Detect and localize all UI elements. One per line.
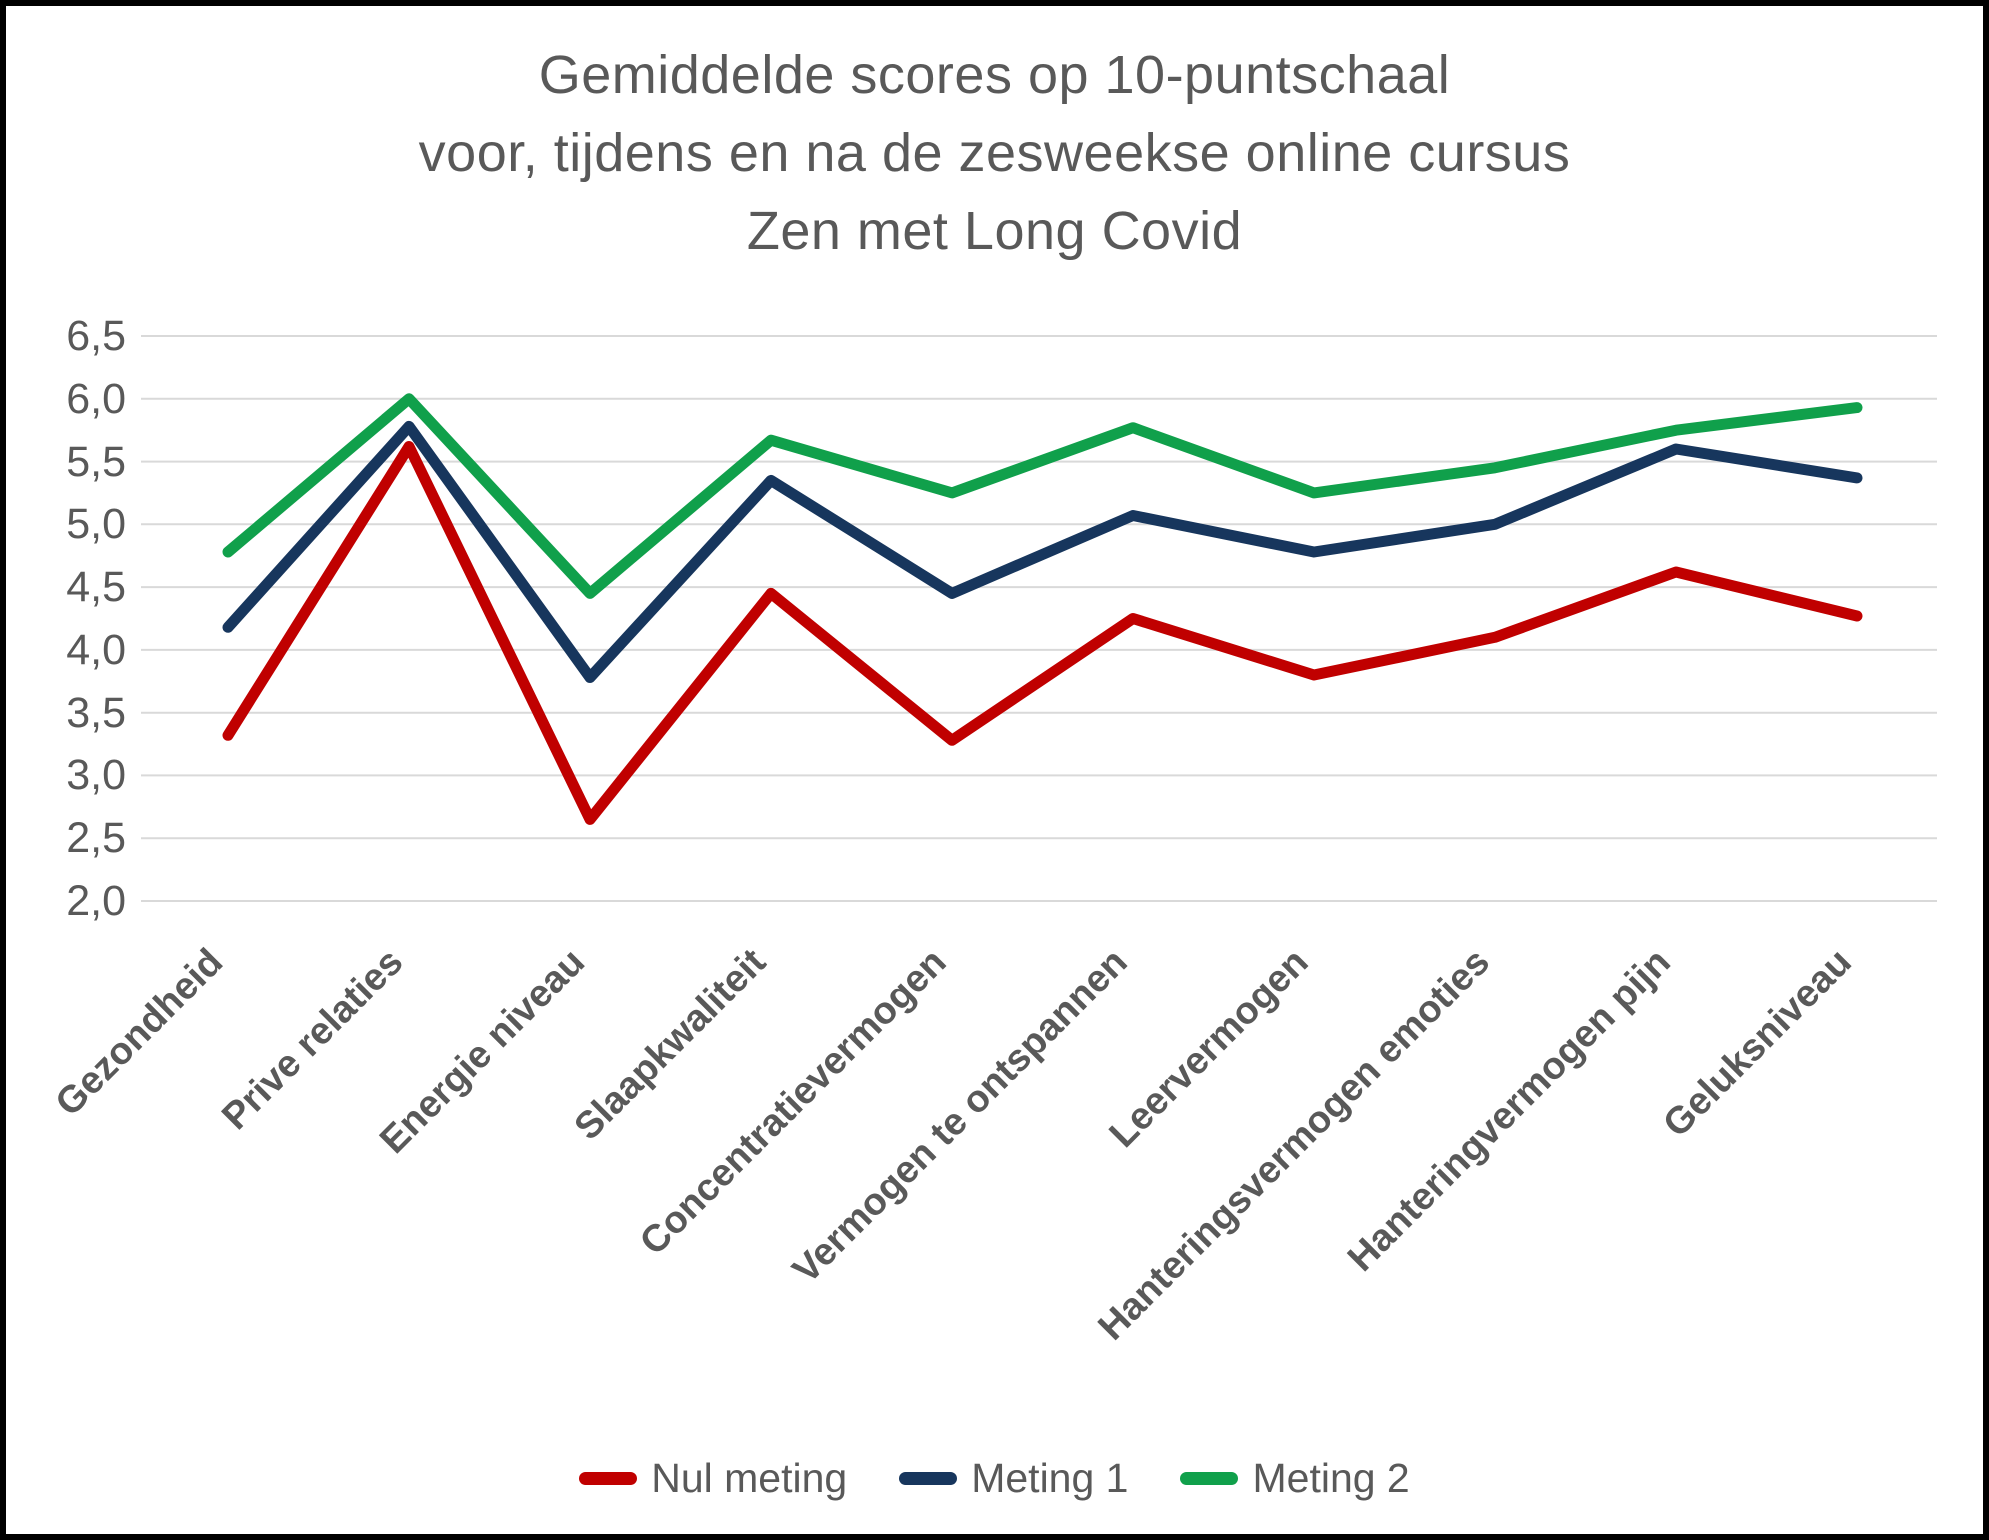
series-line-meting-2 [222, 393, 1863, 599]
legend-swatch-meting-2 [1180, 1471, 1239, 1485]
y-axis-tick-label: 4,0 [66, 625, 126, 674]
legend-item-nul-meting: Nul meting [579, 1454, 847, 1502]
legend-label-meting-2: Meting 2 [1252, 1455, 1410, 1501]
series-line-nul-meting [222, 441, 1863, 825]
y-axis-tick-label: 2,5 [66, 814, 126, 863]
y-axis-tick-label: 2,0 [66, 877, 126, 925]
legend-label-meting-1: Meting 1 [971, 1455, 1129, 1501]
legend-item-meting-1: Meting 1 [899, 1454, 1128, 1502]
y-axis-tick-label: 3,5 [66, 688, 126, 737]
y-axis-tick-label: 3,0 [66, 751, 126, 800]
series-line-meting-1 [222, 420, 1863, 683]
chart-title-line-1: Gemiddelde scores op 10-puntschaal [538, 45, 1451, 105]
chart-title: Gemiddelde scores op 10-puntschaal voor,… [6, 36, 1983, 270]
plot-area [141, 335, 1937, 902]
legend-item-meting-2: Meting 2 [1180, 1454, 1410, 1502]
legend: Nul meting Meting 1 Meting 2 [6, 1454, 1983, 1502]
y-axis-tick-label: 5,0 [66, 500, 126, 549]
legend-label-nul-meting: Nul meting [651, 1455, 848, 1501]
chart-title-line-2: voor, tijdens en na de zesweekse online … [418, 123, 1571, 183]
y-axis-tick-label: 5,5 [66, 437, 126, 486]
chart-title-line-3: Zen met Long Covid [746, 201, 1243, 261]
legend-swatch-meting-1 [899, 1471, 958, 1485]
legend-swatch-nul-meting [579, 1471, 638, 1485]
y-axis-tick-label: 4,5 [66, 563, 126, 612]
y-axis-tick-label: 6,0 [66, 374, 126, 423]
y-axis-tick-label: 6,5 [66, 312, 126, 360]
